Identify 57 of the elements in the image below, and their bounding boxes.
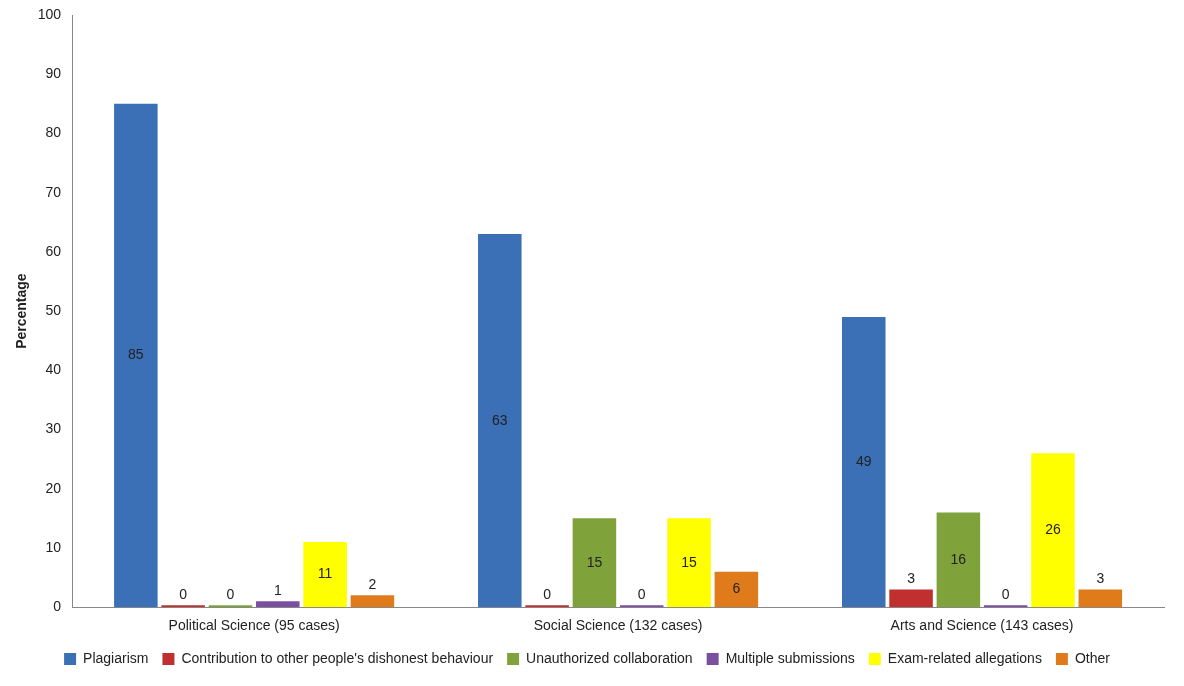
bar	[1031, 453, 1075, 608]
bar	[1078, 589, 1123, 608]
legend-label: Contribution to other people's dishonest behaviour	[181, 649, 494, 666]
bar	[936, 512, 981, 608]
x-tick-label: Arts and Science (143 cases)	[890, 617, 1074, 634]
x-tick-label: Social Science (132 cases)	[533, 617, 703, 634]
bar	[667, 518, 711, 608]
data-label: 85	[128, 346, 144, 363]
data-label: 15	[586, 553, 603, 570]
y-tick-label: 30	[45, 420, 62, 437]
legend-label: Unauthorized collaboration	[526, 649, 693, 666]
y-tick-label: 90	[45, 65, 62, 82]
data-label: 0	[1001, 586, 1010, 603]
data-label: 49	[855, 452, 872, 469]
data-label: 63	[492, 411, 508, 428]
y-tick-label: 80	[45, 124, 62, 141]
bar	[350, 595, 395, 608]
bar	[478, 234, 522, 608]
y-tick-label: 70	[45, 183, 62, 200]
bar	[619, 605, 664, 608]
data-label: 0	[637, 586, 646, 603]
x-tick-label: Political Science (95 cases)	[168, 617, 340, 634]
bar	[161, 605, 205, 608]
y-tick-label: 60	[45, 242, 62, 259]
data-label: 2	[368, 576, 377, 593]
data-label: 0	[226, 586, 235, 603]
data-label: 11	[317, 565, 333, 582]
legend-label: Multiple submissions	[725, 649, 855, 666]
data-label: 6	[732, 580, 741, 597]
bar	[714, 571, 759, 608]
data-label: 16	[950, 550, 967, 567]
bar	[114, 103, 158, 608]
legend-label: Exam-related allegations	[887, 649, 1042, 666]
bar	[841, 317, 886, 608]
bar	[303, 542, 347, 608]
bar	[572, 518, 617, 608]
y-axis-title: Percentage	[13, 273, 30, 349]
bar	[525, 605, 569, 608]
data-label: 3	[1096, 570, 1105, 587]
legend-label: Plagiarism	[83, 649, 149, 666]
y-tick-label: 40	[45, 361, 62, 378]
y-tick-label: 0	[53, 598, 62, 615]
bar	[983, 605, 1028, 608]
y-tick-label: 100	[37, 5, 62, 22]
bar	[889, 589, 933, 608]
data-label: 15	[681, 553, 698, 570]
data-label: 0	[179, 586, 188, 603]
y-tick-label: 10	[45, 538, 62, 555]
data-label: 3	[907, 570, 916, 587]
data-label: 26	[1045, 521, 1061, 538]
y-tick-label: 50	[45, 301, 62, 318]
legend-label: Other	[1074, 649, 1111, 666]
bar	[256, 601, 300, 608]
bar	[208, 605, 253, 608]
y-tick-label: 20	[45, 479, 62, 496]
data-label: 1	[273, 582, 282, 599]
data-label: 0	[543, 586, 552, 603]
